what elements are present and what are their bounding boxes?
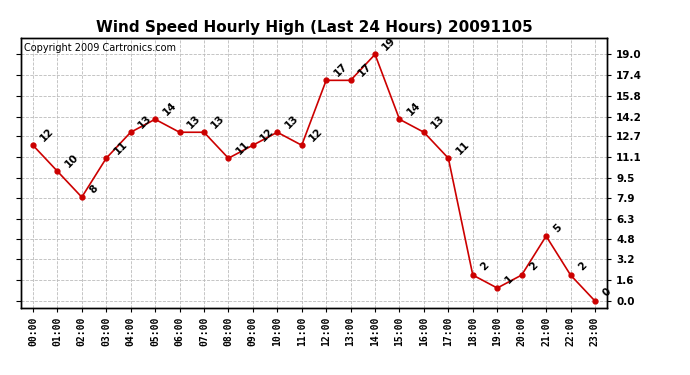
Text: 13: 13 xyxy=(283,113,300,130)
Text: 13: 13 xyxy=(185,113,202,130)
Text: 13: 13 xyxy=(429,113,447,130)
Text: 10: 10 xyxy=(63,152,80,169)
Text: 11: 11 xyxy=(234,139,251,156)
Text: 12: 12 xyxy=(39,126,56,143)
Title: Wind Speed Hourly High (Last 24 Hours) 20091105: Wind Speed Hourly High (Last 24 Hours) 2… xyxy=(96,20,532,35)
Text: Copyright 2009 Cartronics.com: Copyright 2009 Cartronics.com xyxy=(23,43,176,53)
Text: 17: 17 xyxy=(356,61,373,78)
Text: 0: 0 xyxy=(600,286,613,299)
Text: 12: 12 xyxy=(259,126,276,143)
Text: 1: 1 xyxy=(503,274,515,286)
Text: 14: 14 xyxy=(161,100,178,117)
Text: 17: 17 xyxy=(332,61,349,78)
Text: 8: 8 xyxy=(88,183,99,195)
Text: 14: 14 xyxy=(405,100,422,117)
Text: 13: 13 xyxy=(210,113,227,130)
Text: 5: 5 xyxy=(552,222,564,234)
Text: 11: 11 xyxy=(454,139,471,156)
Text: 2: 2 xyxy=(576,261,589,273)
Text: 2: 2 xyxy=(527,261,540,273)
Text: 13: 13 xyxy=(136,113,154,130)
Text: 2: 2 xyxy=(478,261,491,273)
Text: 19: 19 xyxy=(381,35,398,52)
Text: 12: 12 xyxy=(307,126,324,143)
Text: 11: 11 xyxy=(112,139,129,156)
